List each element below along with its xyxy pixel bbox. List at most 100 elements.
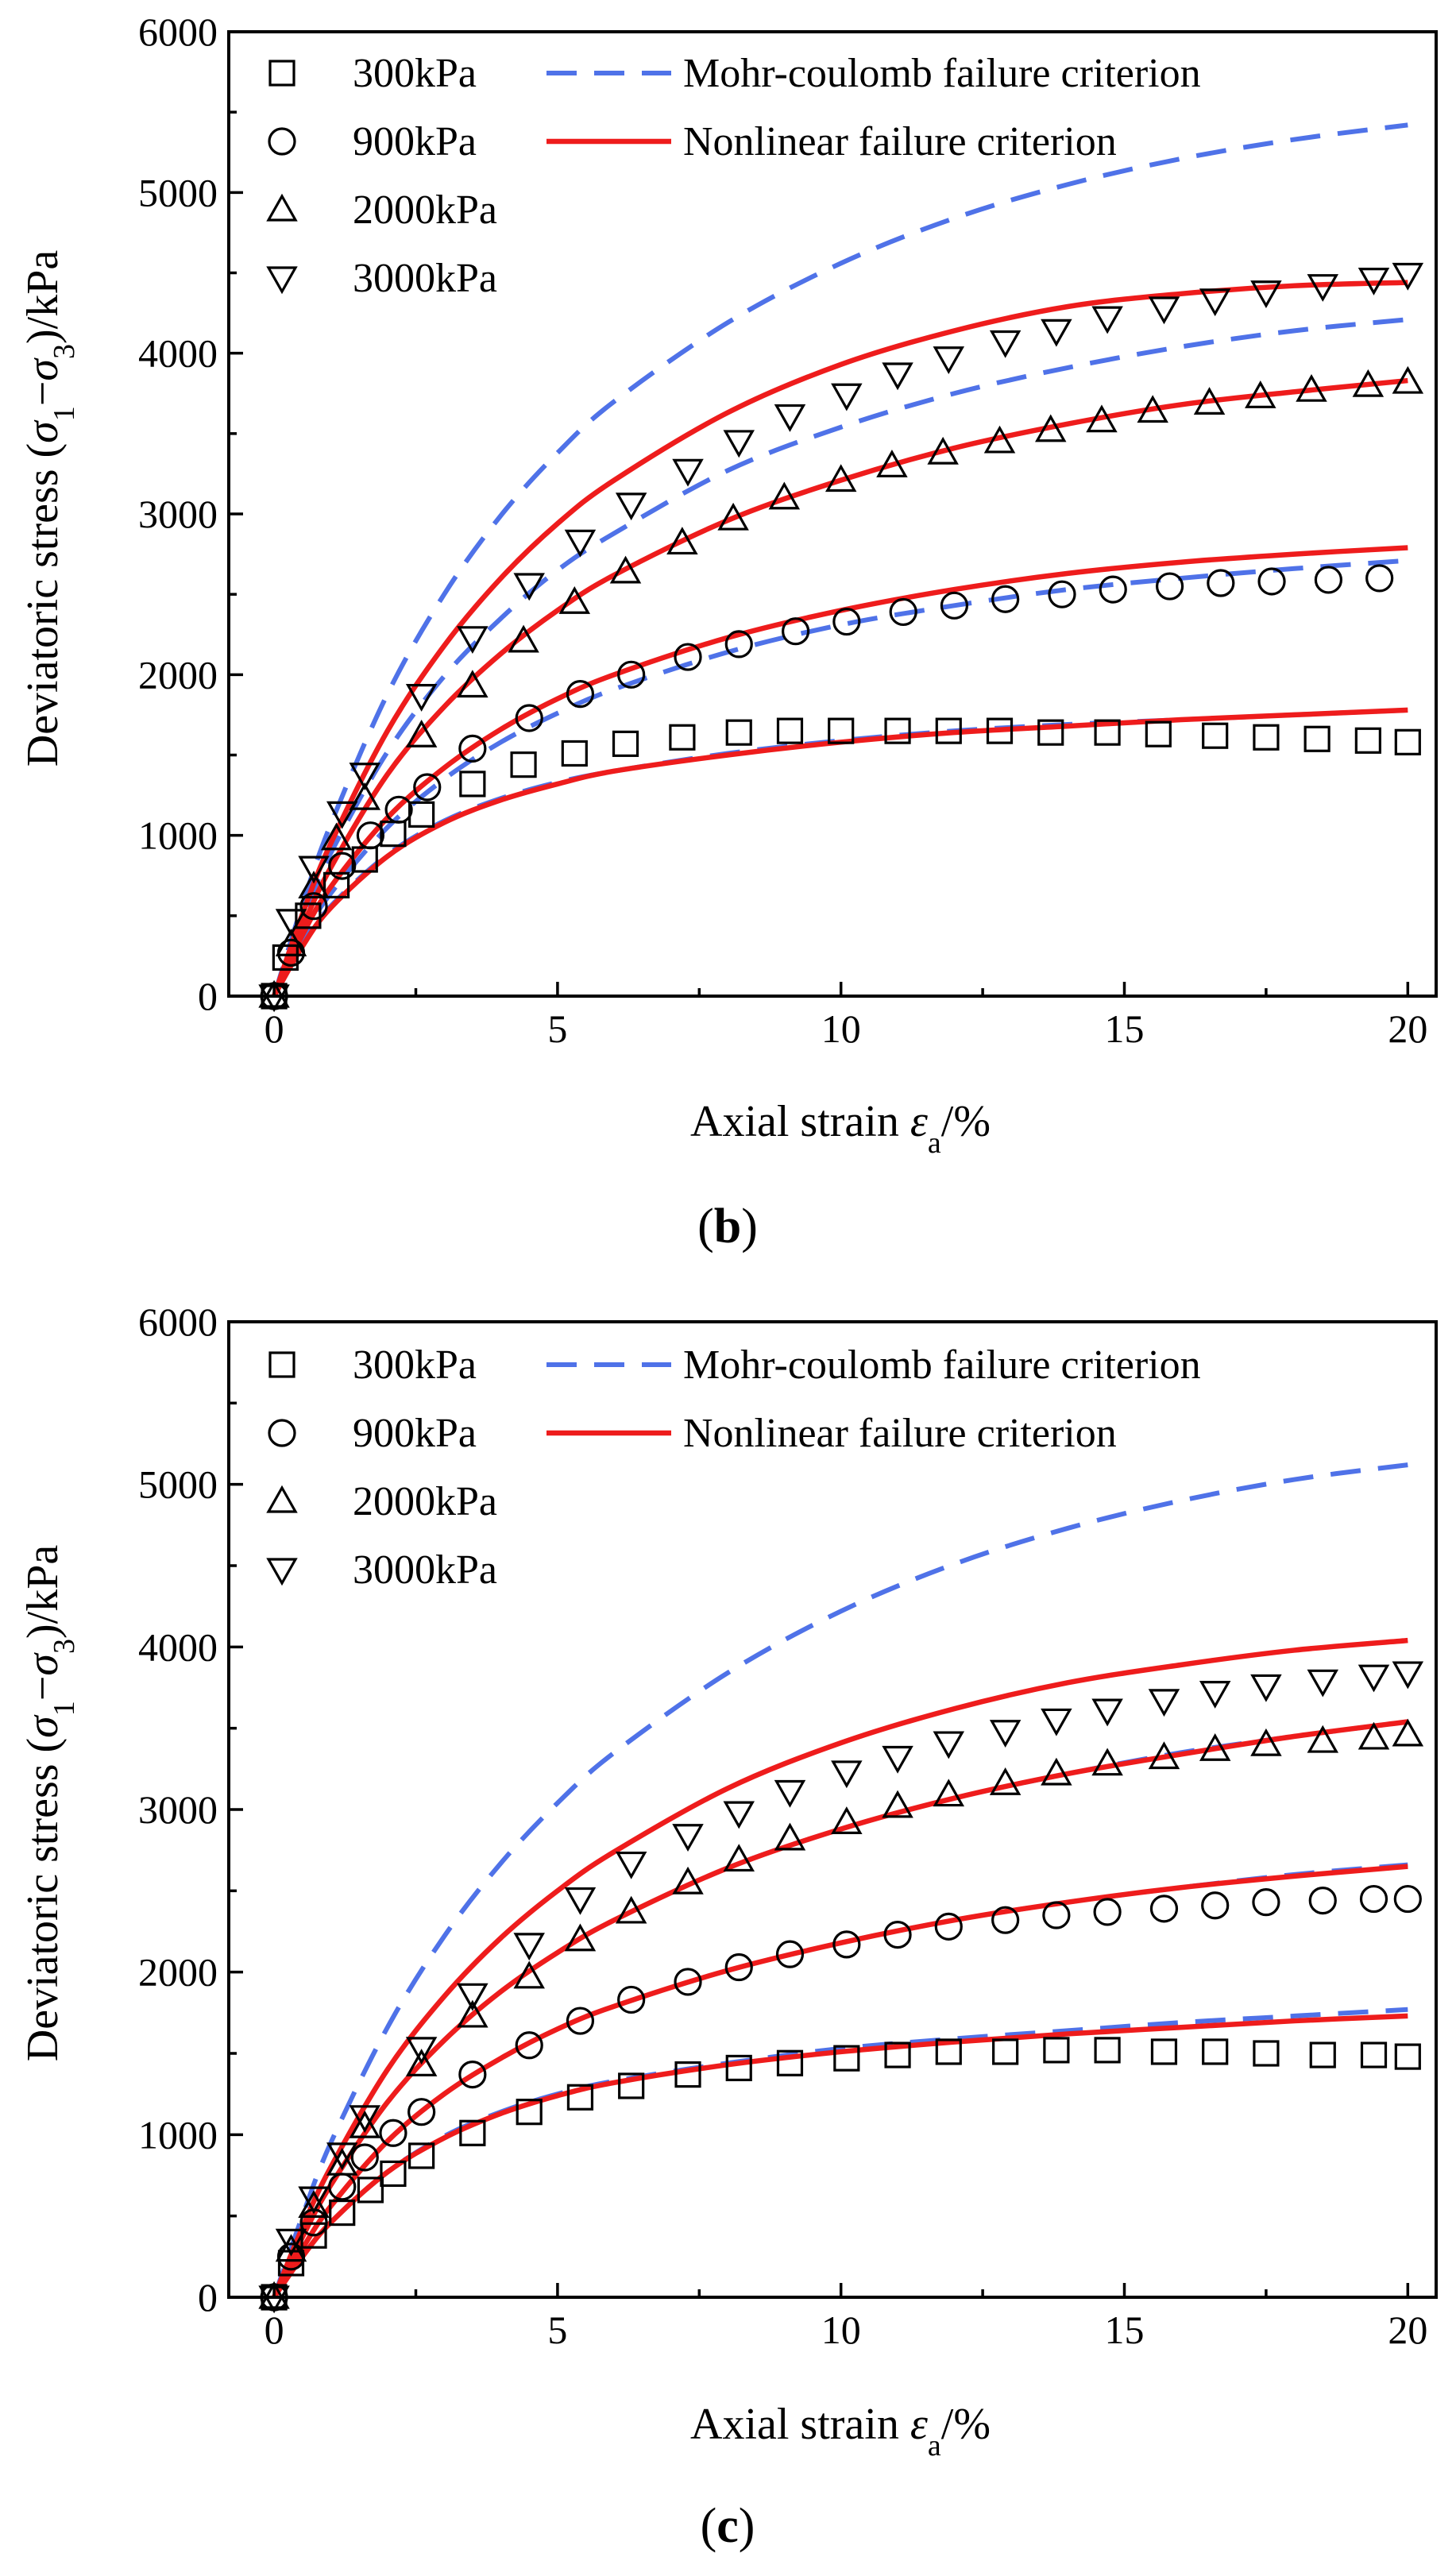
y-tick-label: 0	[198, 2275, 218, 2319]
data-point-900kPa	[1315, 567, 1341, 593]
data-point-900kPa	[1259, 569, 1284, 594]
panel-label-c: c	[716, 2499, 739, 2553]
y-tick-label: 3000	[138, 1787, 218, 1832]
legend-label-300kPa: 300kPa	[353, 1342, 477, 1388]
data-point-300kPa	[994, 2040, 1018, 2064]
legend-marker-3000kPa	[268, 1559, 295, 1583]
data-point-900kPa	[1151, 1896, 1176, 1922]
x-tick-label: 10	[821, 2308, 861, 2352]
legend-label-900kPa: 900kPa	[353, 1411, 477, 1456]
data-point-3000kPa	[833, 1762, 860, 1786]
y-tick-label: 0	[198, 974, 218, 1018]
legend-marker-300kPa	[270, 61, 294, 85]
y-tick-label: 2000	[138, 652, 218, 697]
mohr-coulomb-curve-300kPa	[274, 710, 1408, 996]
mohr-coulomb-curve-2000kPa	[274, 319, 1408, 996]
y-tick-label: 6000	[138, 1300, 218, 1344]
y-tick-label: 5000	[138, 170, 218, 214]
data-point-3000kPa	[1094, 1700, 1121, 1724]
data-point-3000kPa	[725, 431, 752, 455]
data-point-3000kPa	[1361, 1666, 1388, 1690]
x-axis-title-c: Axial strain εa/%	[690, 2400, 991, 2462]
nonlinear-curve-300kPa	[274, 710, 1408, 996]
data-point-900kPa	[1367, 566, 1392, 591]
y-tick-label: 1000	[138, 2112, 218, 2157]
data-point-3000kPa	[1202, 1682, 1229, 1706]
mohr-coulomb-curve-900kPa	[274, 561, 1408, 996]
legend-label-3000kPa: 3000kPa	[353, 256, 497, 301]
nonlinear-curve-900kPa	[274, 1867, 1408, 2297]
data-point-300kPa	[670, 725, 694, 749]
legend-b: 300kPa900kPa2000kPa3000kPaMohr-coulomb f…	[268, 51, 1201, 301]
data-point-3000kPa	[725, 1802, 752, 1826]
data-point-3000kPa	[935, 348, 962, 372]
x-axis-title-b: Axial strain εa/%	[690, 1097, 991, 1160]
data-point-900kPa	[1361, 1887, 1387, 1912]
nonlinear-curve-2000kPa	[274, 380, 1408, 996]
legend-marker-900kPa	[269, 1420, 295, 1446]
x-tick-label: 0	[265, 2308, 284, 2352]
legend-label-2000kPa: 2000kPa	[353, 1479, 497, 1524]
y-axis-title-b: Deviatoric stress (σ1−σ3)/kPa	[18, 250, 81, 767]
data-point-300kPa	[1396, 730, 1419, 754]
figure: 0 5 10 15 200100020003000400050006000 300kPa…	[0, 0, 1456, 2557]
data-point-3000kPa	[566, 1889, 593, 1913]
legend-line-label-0: Mohr-coulomb failure criterion	[683, 51, 1201, 96]
legend-line-label-1: Nonlinear failure criterion	[683, 119, 1117, 164]
data-point-3000kPa	[776, 406, 803, 430]
data-point-3000kPa	[1309, 1671, 1336, 1694]
nonlinear-curve-3000kPa	[274, 283, 1408, 996]
data-point-300kPa	[1311, 2043, 1334, 2067]
x-tick-label: 15	[1105, 2308, 1145, 2352]
chart-panel-c: 0 5 10 15 200100020003000400050006000 300kPa…	[18, 1300, 1436, 2553]
legend-marker-2000kPa	[268, 196, 295, 220]
data-point-900kPa	[1095, 1899, 1120, 1925]
data-point-300kPa	[1045, 2038, 1068, 2062]
legend-line-label-0: Mohr-coulomb failure criterion	[683, 1342, 1201, 1388]
data-point-3000kPa	[1043, 320, 1070, 344]
y-tick-label: 4000	[138, 1624, 218, 1669]
y-tick-label: 1000	[138, 813, 218, 858]
data-point-900kPa	[1049, 581, 1075, 607]
data-point-3000kPa	[618, 1853, 645, 1877]
data-point-900kPa	[1157, 574, 1183, 599]
nonlinear-curve-3000kPa	[274, 1640, 1408, 2297]
data-point-900kPa	[1310, 1888, 1335, 1914]
legend-c: 300kPa 900kPa 2000kPa 3000kPa Mohr-coulomb f…	[268, 1342, 1201, 1593]
data-point-300kPa	[1203, 724, 1227, 747]
y-tick-label: 2000	[138, 1950, 218, 1995]
data-point-900kPa	[1100, 577, 1126, 602]
mohr-coulomb-curve-2000kPa	[274, 1721, 1408, 2297]
nonlinear-curve-900kPa	[274, 547, 1408, 996]
data-point-900kPa	[1208, 570, 1234, 596]
data-point-300kPa	[562, 741, 586, 765]
data-point-300kPa	[1362, 2043, 1386, 2067]
data-point-300kPa	[1203, 2040, 1227, 2064]
legend-marker-3000kPa	[268, 268, 295, 292]
x-tick-label: 20	[1388, 1006, 1427, 1051]
panel-label-b: b	[714, 1199, 741, 1253]
y-tick-label: 6000	[138, 10, 218, 54]
data-point-3000kPa	[833, 384, 860, 408]
data-point-3000kPa	[992, 332, 1019, 356]
legend-marker-300kPa	[270, 1353, 294, 1377]
plot-frame-b	[229, 32, 1436, 996]
x-tick-label: 0	[265, 1006, 284, 1051]
data-point-3000kPa	[1094, 307, 1121, 331]
data-point-300kPa	[1146, 722, 1170, 746]
x-tick-label: 10	[821, 1006, 861, 1051]
data-point-3000kPa	[674, 460, 701, 484]
data-point-900kPa	[1253, 1890, 1279, 1915]
legend-label-2000kPa: 2000kPa	[353, 187, 497, 233]
data-point-300kPa	[1254, 2041, 1278, 2065]
y-tick-label: 3000	[138, 492, 218, 536]
data-point-300kPa	[1356, 728, 1380, 752]
data-point-3000kPa	[1043, 1709, 1070, 1733]
x-tick-label: 15	[1105, 1006, 1145, 1051]
legend-marker-2000kPa	[268, 1488, 295, 1512]
chart-panel-b: 0 5 10 15 200100020003000400050006000 300kPa…	[18, 10, 1436, 1253]
legend-label-3000kPa: 3000kPa	[353, 1547, 497, 1593]
data-point-3000kPa	[884, 1748, 911, 1771]
data-point-300kPa	[1095, 2038, 1119, 2062]
panel-caption-b: (b)	[697, 1199, 758, 1253]
